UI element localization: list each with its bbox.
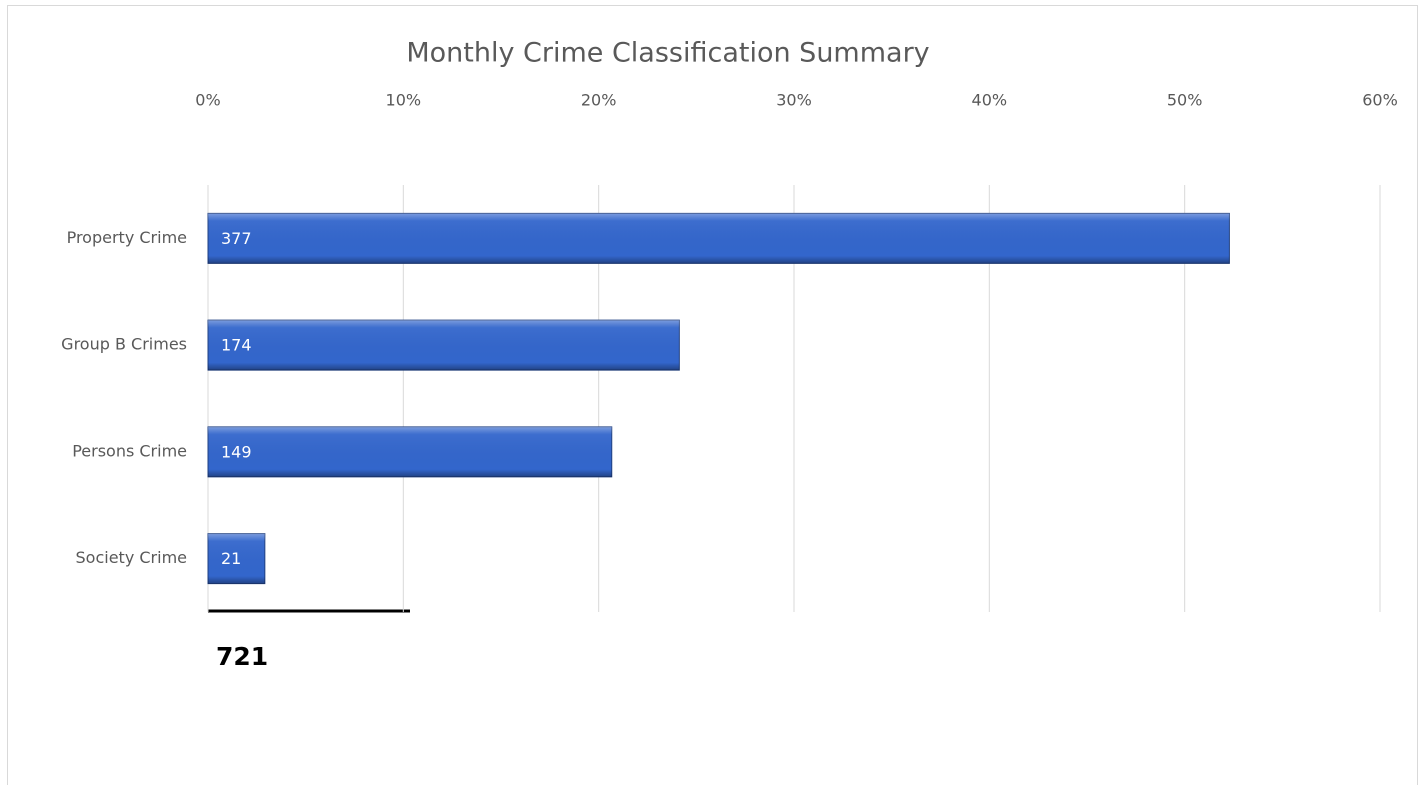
data-label: 149 bbox=[221, 442, 252, 461]
chart-title: Monthly Crime Classification Summary bbox=[406, 38, 929, 69]
y-tick-label: Society Crime bbox=[76, 548, 187, 567]
x-tick-label: 40% bbox=[972, 91, 1008, 110]
x-tick-label: 20% bbox=[581, 91, 617, 110]
total: 721 bbox=[216, 642, 268, 671]
x-tick-label: 50% bbox=[1167, 91, 1203, 110]
data-label: 377 bbox=[221, 229, 252, 248]
bar-shade bbox=[208, 213, 1230, 264]
x-tick-label: 0% bbox=[195, 91, 220, 110]
x-tick-label: 10% bbox=[386, 91, 422, 110]
y-tick-label: Group B Crimes bbox=[61, 335, 187, 354]
data-label: 174 bbox=[221, 336, 252, 355]
bar-shade bbox=[208, 320, 680, 371]
bar-shade bbox=[208, 533, 265, 584]
data-label: 21 bbox=[221, 549, 241, 568]
bar-shade bbox=[208, 426, 612, 477]
x-tick-label: 30% bbox=[776, 91, 812, 110]
x-tick-label: 60% bbox=[1362, 91, 1398, 110]
y-tick-label: Property Crime bbox=[67, 228, 187, 247]
y-tick-label: Persons Crime bbox=[72, 441, 187, 460]
chart-border bbox=[7, 5, 1418, 785]
